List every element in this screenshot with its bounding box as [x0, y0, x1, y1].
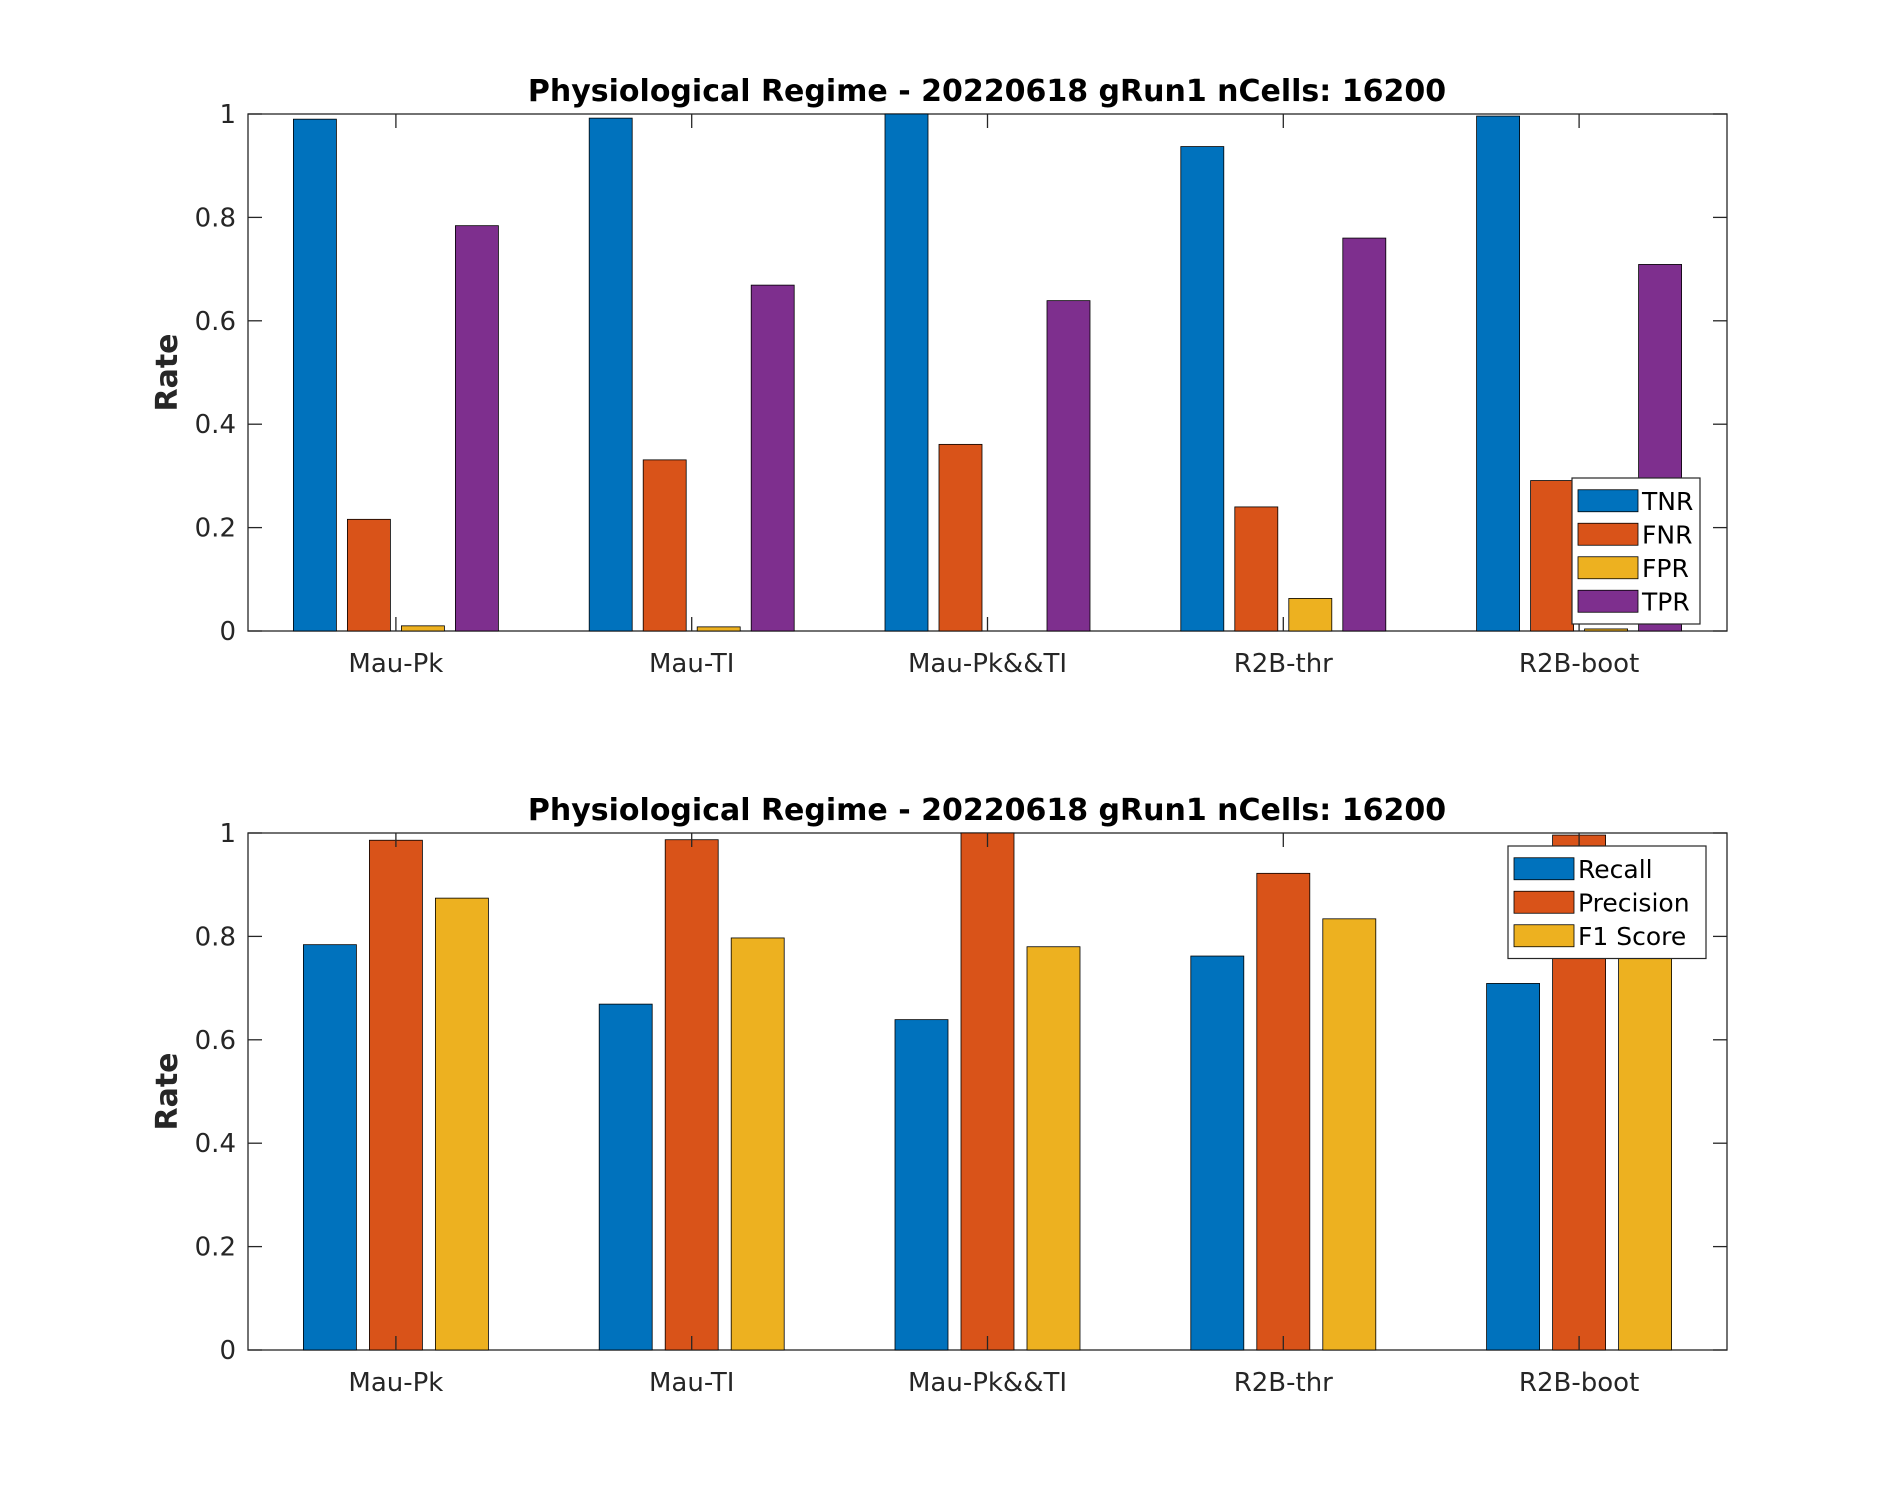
bar-f1-score-mau-pk-ti — [1026, 946, 1081, 1351]
x-tick-label-mau-ti: Mau-TI — [649, 1368, 734, 1398]
bar-recall-r2b-thr — [1190, 955, 1245, 1351]
y-tick-label: 0.2 — [195, 514, 236, 544]
y-tick-label: 0.4 — [195, 1129, 236, 1159]
chart-bottom: Physiological Regime - 20220618 gRun1 nC… — [150, 793, 1728, 1398]
y-tick-label: 1 — [219, 819, 236, 849]
legend-label-tnr: TNR — [1641, 487, 1693, 516]
legend-swatch-f1-score — [1513, 924, 1575, 948]
x-tick-label-r2b-boot: R2B-boot — [1519, 1368, 1639, 1398]
legend-label-f1-score: F1 Score — [1578, 922, 1686, 951]
x-tick-label-mau-pk: Mau-Pk — [348, 1368, 443, 1398]
legend-label-fpr: FPR — [1642, 554, 1689, 583]
bar-f1-score-mau-ti — [730, 937, 785, 1351]
bar-precision-mau-ti — [664, 839, 719, 1351]
legend-label-precision: Precision — [1578, 888, 1690, 917]
bar-fnr-mau-pk-ti — [938, 443, 983, 632]
bar-fnr-r2b-thr — [1234, 506, 1279, 632]
bar-tnr-mau-pk-ti — [884, 113, 929, 632]
x-tick-label-r2b-boot: R2B-boot — [1519, 649, 1639, 679]
y-axis-label-bottom: Rate — [150, 1052, 185, 1130]
x-tick-label-r2b-thr: R2B-thr — [1234, 1368, 1333, 1398]
bar-tpr-mau-ti — [750, 284, 795, 632]
y-tick-label: 0.6 — [195, 307, 236, 337]
bar-recall-r2b-boot — [1486, 983, 1540, 1351]
y-tick-label: 0.8 — [195, 203, 236, 233]
bar-tnr-mau-pk — [292, 118, 337, 632]
y-tick-label: 0.2 — [195, 1233, 236, 1263]
bar-recall-mau-ti — [598, 1003, 653, 1351]
y-tick-label: 0 — [219, 617, 236, 647]
bar-tpr-mau-pk-ti — [1046, 300, 1091, 632]
y-tick-label: 0.8 — [195, 922, 236, 952]
bar-fpr-r2b-thr — [1288, 598, 1333, 632]
bar-fnr-mau-ti — [642, 459, 687, 632]
legend-bottom: Recall Precision F1 Score — [1507, 845, 1707, 960]
bar-fnr-r2b-boot — [1530, 480, 1574, 632]
legend-top: TNR FNR FPR TPR — [1571, 477, 1701, 625]
legend-swatch-tpr — [1577, 589, 1639, 613]
bar-tpr-mau-pk — [454, 225, 499, 632]
bar-precision-mau-pk-ti — [960, 832, 1015, 1351]
legend-label-recall: Recall — [1578, 855, 1653, 884]
y-axis-label-top: Rate — [150, 333, 185, 411]
bars-bottom — [302, 832, 1672, 1351]
chart-title-bottom: Physiological Regime - 20220618 gRun1 nC… — [528, 793, 1446, 828]
bar-fnr-mau-pk — [346, 518, 391, 632]
x-tick-label-mau-pk-ti: Mau-Pk&&TI — [908, 1368, 1067, 1398]
bar-tnr-r2b-thr — [1180, 146, 1225, 632]
bar-precision-mau-pk — [368, 839, 423, 1351]
ticks-top: 0 0.2 0.4 0.6 0.8 1 Mau-Pk Mau-TI Mau-Pk&&TI R2B-… — [195, 100, 1727, 679]
legend-swatch-precision — [1513, 890, 1575, 914]
legend-label-tpr: TPR — [1641, 587, 1690, 616]
y-tick-label: 0.4 — [195, 410, 236, 440]
x-tick-label-r2b-thr: R2B-thr — [1234, 649, 1333, 679]
legend-swatch-fpr — [1577, 556, 1639, 580]
chart-title-top: Physiological Regime - 20220618 gRun1 nC… — [528, 74, 1446, 109]
y-tick-label: 0.6 — [195, 1026, 236, 1056]
legend-swatch-recall — [1513, 857, 1575, 881]
bar-tnr-r2b-boot — [1476, 115, 1520, 632]
bar-recall-mau-pk — [302, 944, 357, 1351]
x-tick-label-mau-pk: Mau-Pk — [348, 649, 443, 679]
y-tick-label: 0 — [219, 1336, 236, 1366]
legend-swatch-tnr — [1577, 489, 1639, 513]
bar-f1-score-r2b-boot — [1618, 921, 1672, 1351]
bar-fpr-r2b-boot — [1584, 628, 1628, 632]
bar-precision-r2b-thr — [1256, 872, 1311, 1351]
legend-label-fnr: FNR — [1642, 520, 1692, 549]
bars-top — [292, 113, 1682, 632]
bar-fpr-mau-ti — [696, 626, 741, 632]
bar-tpr-r2b-thr — [1342, 237, 1387, 632]
chart-top: Physiological Regime - 20220618 gRun1 nC… — [150, 74, 1728, 679]
legend-swatch-fnr — [1577, 522, 1639, 546]
bar-recall-mau-pk-ti — [894, 1019, 949, 1351]
y-tick-label: 1 — [219, 100, 236, 130]
x-tick-label-mau-pk-ti: Mau-Pk&&TI — [908, 649, 1067, 679]
bar-fpr-mau-pk — [400, 625, 445, 632]
ticks-bottom: 0 0.2 0.4 0.6 0.8 1 Mau-Pk Mau-TI Mau-Pk&&TI R2B-… — [195, 819, 1727, 1398]
bar-tnr-mau-ti — [588, 117, 633, 632]
bar-f1-score-r2b-thr — [1322, 918, 1377, 1351]
bar-f1-score-mau-pk — [434, 897, 489, 1351]
x-tick-label-mau-ti: Mau-TI — [649, 649, 734, 679]
